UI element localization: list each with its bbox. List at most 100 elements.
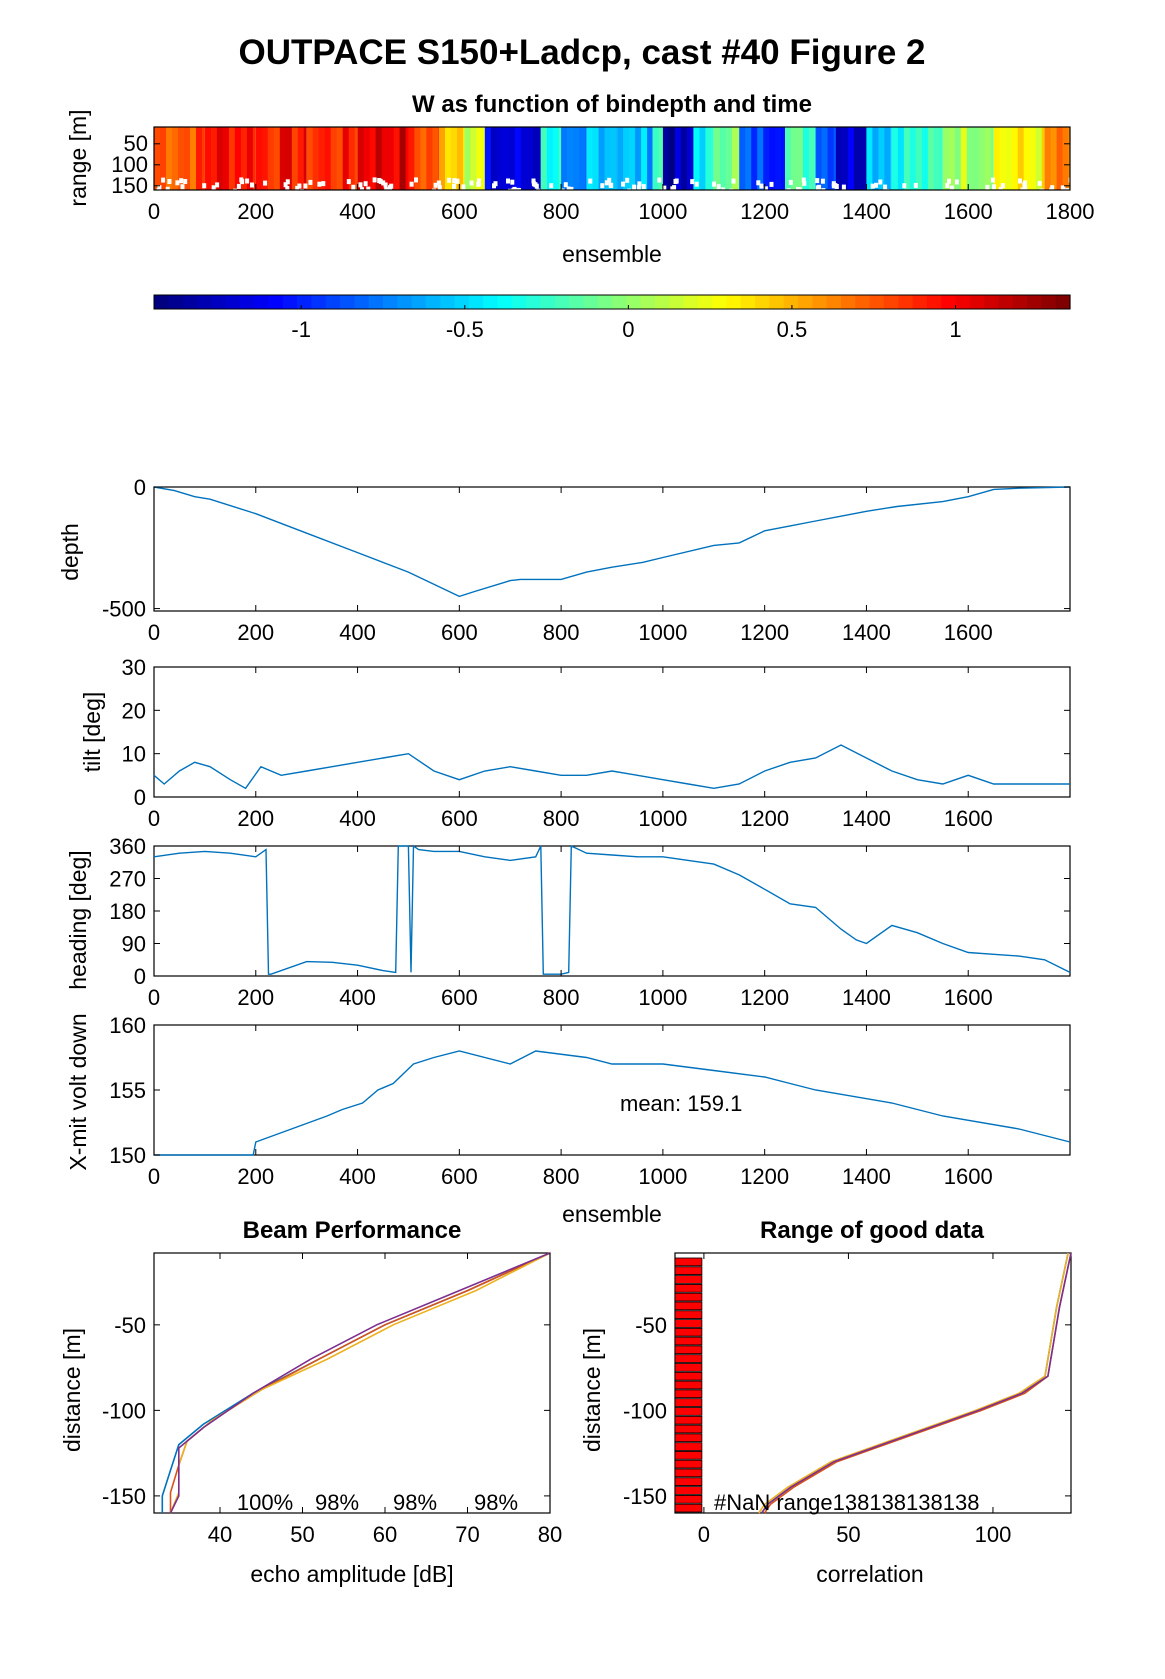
heatmap-cell <box>393 127 401 190</box>
heatmap-xtick-label: 600 <box>441 199 478 224</box>
heatmap-nan-cell <box>223 189 228 195</box>
heatmap-nan-cell <box>801 177 806 183</box>
heatmap-nan-cell <box>173 189 178 195</box>
heatmap-cell <box>324 127 332 190</box>
heatmap-cell <box>993 127 1001 190</box>
volt-panel-xtick-label: 1600 <box>944 1164 993 1189</box>
volt-panel-xtick-label: 600 <box>441 1164 478 1189</box>
heatmap-nan-cell <box>815 185 820 191</box>
corr-panel-ytick-label: -150 <box>623 1484 667 1509</box>
heatmap-cell <box>532 127 540 190</box>
heatmap-cell <box>662 127 670 190</box>
heatmap-cell <box>363 127 371 190</box>
volt-panel-xtick-label: 0 <box>148 1164 160 1189</box>
colorbar-tick-label: 1 <box>949 317 961 342</box>
heatmap-cell <box>693 127 700 190</box>
colorbar-segment <box>612 295 627 309</box>
heatmap-nan-cell <box>1017 178 1022 184</box>
heatmap-nan-cell <box>621 181 626 187</box>
heatmap-nan-cell <box>202 183 207 189</box>
heatmap-nan-cell <box>536 188 541 194</box>
heatmap-cell <box>713 127 721 190</box>
corr-panel-xtick-label: 50 <box>836 1522 860 1547</box>
heatmap-nan-cell <box>157 185 162 191</box>
heatmap-cell <box>1050 127 1058 190</box>
corr-panel: 0 50 100 -50 -100 -150 <box>623 1252 1072 1547</box>
heatmap-cell <box>635 127 642 190</box>
depth-panel-axes-box <box>153 486 1071 612</box>
heatmap-cell <box>737 127 740 190</box>
heatmap-cell <box>484 127 492 190</box>
heatmap-cell <box>797 127 804 190</box>
heatmap-nan-cell <box>632 184 637 190</box>
heatmap-cell <box>915 127 923 190</box>
beam-panel-axes-box <box>153 1252 551 1514</box>
heatmap-cell <box>658 127 663 190</box>
beam-panel-series-line <box>169 1252 551 1514</box>
heatmap-cell <box>540 127 548 190</box>
tilt-panel-axes-box <box>153 666 1071 798</box>
colorbar-segment <box>883 295 899 309</box>
colorbar-segment <box>196 295 212 309</box>
heatmap-cell <box>354 127 358 190</box>
heatmap-cell <box>785 127 792 190</box>
heatmap-nan-cell <box>506 178 510 184</box>
tilt-panel-xtick-label: 400 <box>339 806 376 831</box>
corr-nan-bar <box>674 1310 703 1320</box>
colorbar-segment <box>855 295 871 309</box>
heatmap-nan-cell <box>1023 184 1028 190</box>
colorbar-segment <box>311 295 327 309</box>
heatmap-ytick-label: 150 <box>111 173 148 198</box>
heatmap-cell <box>552 127 560 190</box>
heatmap-ylabel: range [m] <box>65 109 91 206</box>
heatmap-nan-cell <box>604 180 609 186</box>
heatmap-nan-cell <box>236 183 241 189</box>
corr-title: Range of good data <box>760 1217 985 1244</box>
heatmap-cell <box>1035 127 1043 190</box>
heatmap-nan-cell <box>1000 183 1005 189</box>
heatmap-nan-cell <box>990 177 995 183</box>
heatmap-cell <box>190 127 197 190</box>
heatmap-cell <box>348 127 356 190</box>
colorbar-tick-label: 0.5 <box>777 317 808 342</box>
heatmap-cell <box>598 127 606 190</box>
corr-nan-bar <box>674 1415 703 1425</box>
heatmap-nan-cell <box>834 184 839 189</box>
heatmap-ytick-label: 100 <box>111 152 148 177</box>
heatmap-cell <box>273 127 281 190</box>
corr-nan-bar <box>674 1257 703 1267</box>
heatmap-cell <box>526 127 534 190</box>
colorbar-segment <box>239 295 255 309</box>
heatmap-cell <box>567 127 574 190</box>
heatmap-cell <box>538 127 541 190</box>
heatmap-cell <box>719 127 727 190</box>
heatmap-nan-cell <box>381 180 386 186</box>
heatmap-nan-cell <box>756 180 761 186</box>
colorbar-segment <box>583 295 599 309</box>
heatmap-nan-cell <box>600 183 605 189</box>
colorbar-segment <box>969 295 985 309</box>
heatmap-cell <box>1023 127 1031 190</box>
heatmap-nan-cell <box>378 178 383 184</box>
heatmap-nan-cell <box>388 185 392 191</box>
volt-panel-axes-box <box>153 1024 1071 1156</box>
heading-panel-axes-box <box>153 845 1071 977</box>
colorbar-segment <box>325 295 341 309</box>
heatmap-cell <box>827 127 835 190</box>
heatmap-nan-cell <box>763 186 768 192</box>
heatmap-nan-cell <box>1039 188 1044 194</box>
heatmap-nan-cell <box>230 189 235 195</box>
heatmap-cell <box>921 127 929 190</box>
colorbar-segment <box>454 295 470 309</box>
heatmap-cell <box>939 127 943 190</box>
heading-panel-xtick-label: 1000 <box>638 985 687 1010</box>
colorbar-segment <box>841 295 856 309</box>
heatmap-nan-cell <box>507 188 512 194</box>
corr-nan-bar <box>674 1301 703 1311</box>
heatmap-xtick-label: 200 <box>237 199 274 224</box>
corr-panel-xtick-label: 0 <box>698 1522 710 1547</box>
colorbar-segment <box>869 295 885 309</box>
heatmap-cell <box>933 127 941 190</box>
heatmap-cell <box>909 127 917 190</box>
colorbar-segment <box>411 295 427 309</box>
